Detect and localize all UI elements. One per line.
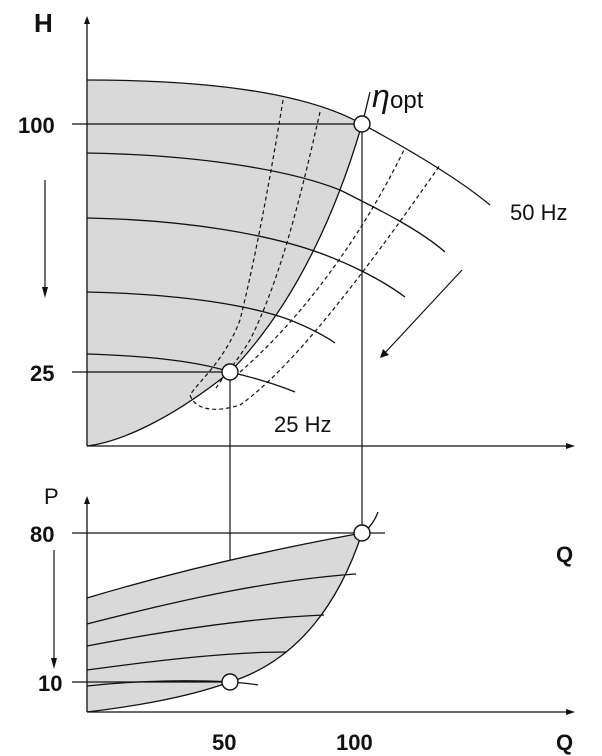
tick-p10: 10 bbox=[38, 671, 62, 696]
power-curve-50hz bbox=[86, 511, 379, 599]
label-25hz: 25 Hz bbox=[274, 412, 331, 437]
bottom-x-axis-label: Q bbox=[556, 730, 573, 755]
curve-35hz bbox=[86, 291, 336, 344]
bottom-x-axis-arrow bbox=[566, 709, 575, 715]
top-y-axis-label: H bbox=[34, 8, 53, 38]
tick-h100: 100 bbox=[18, 113, 55, 138]
efficiency-dash-2 bbox=[214, 111, 321, 391]
diagonal-arrow-line bbox=[382, 269, 463, 356]
bottom-left-down-arrow-head bbox=[51, 658, 57, 669]
point-optimum-50hz bbox=[353, 115, 371, 133]
efficiency-dash-1 bbox=[189, 99, 441, 410]
curve-40hz bbox=[86, 217, 406, 298]
tick-p80: 80 bbox=[30, 522, 54, 547]
bottom-y-axis-label: P bbox=[44, 484, 59, 509]
bottom-shaded-region bbox=[87, 533, 362, 712]
power-curve-45hz bbox=[86, 573, 357, 625]
top-x-axis-arrow bbox=[566, 443, 575, 449]
bottom-y-axis-arrow bbox=[84, 496, 90, 504]
curve-50hz bbox=[86, 79, 491, 206]
top-y-axis-arrow bbox=[84, 16, 90, 24]
point-p80 bbox=[353, 524, 371, 542]
left-down-arrow-head bbox=[42, 287, 48, 298]
label-50hz: 50 Hz bbox=[510, 200, 567, 225]
point-p10 bbox=[221, 673, 239, 691]
tick-q100: 100 bbox=[336, 730, 373, 755]
eta-symbol: η bbox=[372, 78, 390, 114]
power-curve-40hz bbox=[86, 614, 325, 647]
tick-q50: 50 bbox=[212, 730, 236, 755]
curve-45hz bbox=[86, 152, 446, 253]
top-shaded-region bbox=[87, 80, 362, 446]
top-x-axis-label: Q bbox=[556, 542, 573, 567]
diagonal-arrow-head bbox=[380, 349, 389, 358]
power-curve-35hz bbox=[86, 651, 287, 671]
eta-sub: opt bbox=[390, 87, 424, 114]
point-25hz bbox=[221, 363, 239, 381]
tick-h25: 25 bbox=[30, 361, 54, 386]
efficiency-dash-3 bbox=[239, 147, 406, 373]
